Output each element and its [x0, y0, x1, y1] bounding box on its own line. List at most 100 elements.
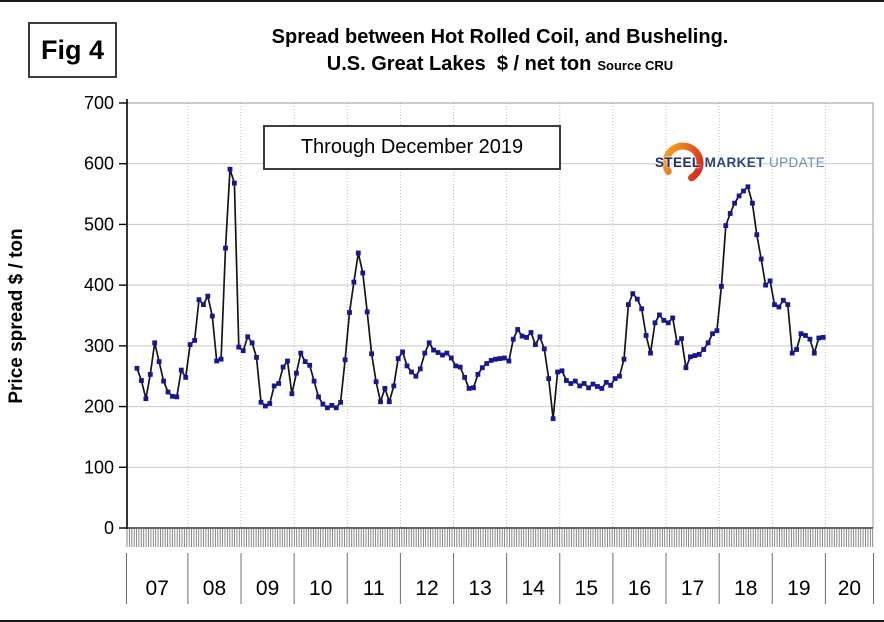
data-point-marker [143, 396, 149, 402]
data-point-marker [240, 348, 246, 354]
data-point-marker [134, 365, 140, 371]
data-point-marker [422, 350, 428, 356]
data-point-marker [670, 315, 676, 321]
page-border-bottom [0, 620, 884, 622]
data-point-marker [178, 367, 184, 373]
data-point-marker [271, 383, 277, 389]
data-point-marker [156, 359, 162, 364]
data-point-marker [431, 347, 436, 353]
figure-number-label: Fig 4 [40, 34, 104, 65]
chart-title: Spread between Hot Rolled Coil, and Bush… [130, 24, 870, 78]
data-point-marker [780, 297, 786, 303]
data-point-marker [426, 340, 432, 346]
data-point-marker [395, 356, 401, 361]
annotation-text: Through December 2019 [300, 136, 524, 158]
data-point-marker [479, 365, 485, 371]
data-point-marker [325, 405, 330, 411]
data-point-marker [404, 363, 410, 369]
x-year-label: 20 [838, 577, 861, 600]
data-point-marker [674, 340, 680, 346]
x-minor-ticks [126, 529, 874, 547]
x-year-label: 12 [415, 577, 438, 600]
data-point-marker [665, 320, 671, 326]
x-year-label: 13 [468, 577, 491, 600]
data-point-marker [515, 327, 521, 332]
data-point-marker [298, 350, 304, 356]
chart-title-line2: U.S. Great Lakes $ / net ton [326, 53, 592, 75]
data-point-marker [223, 245, 228, 251]
data-point-marker [555, 369, 560, 375]
data-point-marker [533, 342, 538, 347]
data-point-marker [794, 347, 799, 352]
data-point-marker [736, 193, 742, 199]
data-point-marker [617, 373, 622, 379]
data-point-marker [218, 356, 224, 362]
data-point-marker [696, 352, 702, 357]
data-point-marker [643, 333, 649, 338]
data-point-marker [688, 354, 693, 360]
data-point-marker [776, 304, 782, 310]
data-point-marker [320, 401, 326, 407]
data-point-marker [590, 381, 596, 387]
data-point-marker [506, 358, 512, 364]
data-point-marker [572, 378, 578, 384]
data-point-marker [657, 312, 662, 318]
data-point-marker [785, 302, 791, 307]
x-year-label: 11 [363, 577, 385, 600]
data-point-marker [772, 302, 777, 307]
data-point-marker [440, 352, 445, 358]
data-point-marker [639, 306, 645, 312]
data-point-marker [196, 297, 202, 303]
data-point-marker [263, 403, 268, 409]
logo-text: STEEL MARKET UPDATE [655, 138, 825, 188]
data-point-marker [165, 389, 171, 395]
figure-number-box: Fig 4 [28, 22, 117, 78]
x-year-label: 10 [309, 577, 332, 600]
data-point-marker [378, 399, 383, 405]
data-point-marker [603, 379, 609, 385]
data-point-marker [342, 357, 348, 363]
data-point-marker [488, 358, 494, 363]
data-point-marker [789, 350, 795, 356]
data-point-marker [311, 378, 317, 384]
data-point-marker [741, 188, 746, 194]
data-point-marker [546, 376, 552, 381]
data-point-marker [767, 278, 773, 284]
data-point-marker [457, 364, 463, 370]
chart-title-line1: Spread between Hot Rolled Coil, and Bush… [271, 26, 729, 48]
data-point-marker [719, 284, 724, 289]
x-year-label: 17 [681, 577, 704, 600]
data-point-marker [355, 250, 361, 256]
data-point-marker [599, 386, 605, 391]
data-point-marker [152, 340, 158, 346]
data-point-marker [497, 356, 503, 361]
data-point-marker [400, 349, 405, 355]
y-tick-label: 700 [84, 93, 114, 113]
data-point-marker [435, 350, 441, 355]
logo-crescent-icon [662, 142, 704, 184]
data-point-marker [524, 335, 529, 340]
data-point-marker [758, 256, 764, 262]
data-point-marker [648, 350, 653, 356]
y-tick-label: 0 [104, 518, 114, 538]
data-point-marker [338, 399, 343, 405]
x-year-label: 15 [575, 577, 598, 600]
data-point-marker [183, 375, 189, 380]
data-point-marker [302, 359, 308, 364]
data-point-marker [750, 200, 755, 206]
data-point-marker [811, 350, 817, 356]
data-point-marker [727, 211, 733, 216]
data-point-marker [201, 302, 206, 307]
logo-word-market: MARKET [704, 155, 765, 170]
data-point-marker [249, 340, 255, 346]
data-point-marker [294, 370, 299, 376]
data-point-marker [581, 381, 587, 386]
y-tick-label: 300 [84, 336, 114, 356]
data-point-marker [289, 391, 295, 397]
data-point-marker [630, 291, 636, 296]
data-point-marker [227, 166, 233, 172]
x-year-label: 19 [787, 577, 810, 600]
data-point-marker [763, 282, 768, 288]
y-tick-label: 100 [84, 457, 114, 477]
page-border-top [0, 0, 884, 2]
